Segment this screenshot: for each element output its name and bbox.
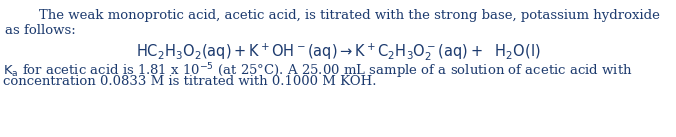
Text: $\mathrm{HC_2H_3O_2(aq) + K^+ OH^- (aq) \rightarrow K^+ C_2H_3O_2^-(aq) +\ \ H_2: $\mathrm{HC_2H_3O_2(aq) + K^+ OH^- (aq) … [136,41,540,63]
Text: The weak monoprotic acid, acetic acid, is titrated with the strong base, potassi: The weak monoprotic acid, acetic acid, i… [5,9,660,22]
Text: as follows:: as follows: [5,24,76,37]
Text: $\mathrm{K_a}$ for acetic acid is 1.81 x 10$^{-5}$ (at 25°C). A 25.00 mL sample : $\mathrm{K_a}$ for acetic acid is 1.81 x… [3,61,633,81]
Text: concentration 0.0833 M is titrated with 0.1000 M KOH.: concentration 0.0833 M is titrated with … [3,75,377,88]
